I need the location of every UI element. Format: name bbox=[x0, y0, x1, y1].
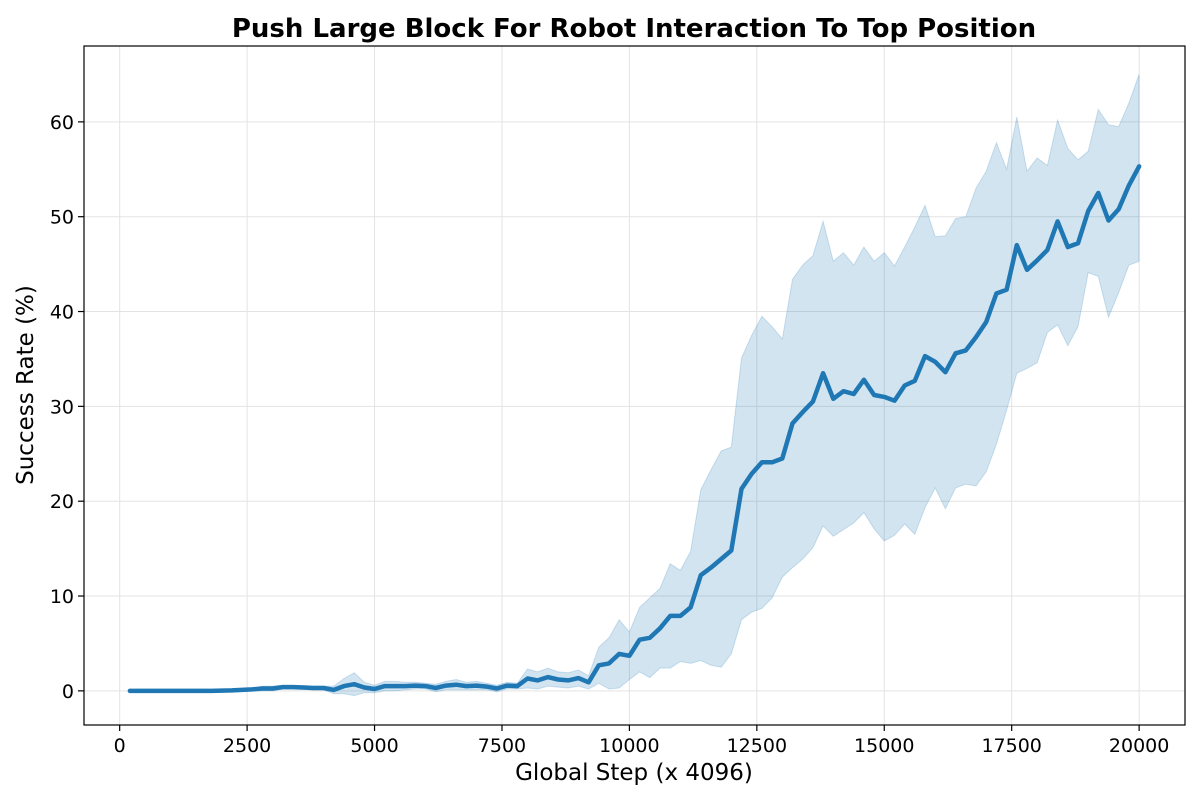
chart-title: Push Large Block For Robot Interaction T… bbox=[232, 14, 1036, 44]
x-tick-label: 2500 bbox=[223, 735, 271, 757]
series-line bbox=[127, 164, 1142, 694]
y-tick-label: 40 bbox=[50, 302, 74, 324]
grid bbox=[84, 46, 1185, 725]
y-tick-label: 60 bbox=[50, 112, 74, 134]
y-tick-label: 20 bbox=[50, 491, 74, 513]
x-tick-label: 7500 bbox=[478, 735, 526, 757]
y-axis-label: Success Rate (%) bbox=[13, 285, 39, 485]
y-tick-label: 10 bbox=[50, 586, 74, 608]
x-tick-label: 12500 bbox=[727, 735, 787, 757]
plot-frame bbox=[83, 45, 1186, 726]
x-tick-label: 0 bbox=[114, 735, 126, 757]
x-tick-label: 10000 bbox=[599, 735, 659, 757]
x-axis-label: Global Step (x 4096) bbox=[515, 760, 753, 786]
y-axis-ticks: 0 10 20 30 40 50 60 bbox=[50, 112, 84, 703]
y-tick-label: 30 bbox=[50, 396, 74, 418]
x-tick-label: 17500 bbox=[981, 735, 1041, 757]
mean-line bbox=[127, 164, 1142, 694]
x-tick-label: 20000 bbox=[1109, 735, 1169, 757]
x-tick-label: 15000 bbox=[854, 735, 914, 757]
x-axis-ticks: 0 2500 5000 7500 10000 12500 15000 17500 20000 bbox=[114, 725, 1169, 757]
y-tick-label: 50 bbox=[50, 207, 74, 229]
y-tick-label: 0 bbox=[62, 681, 74, 703]
x-tick-label: 5000 bbox=[350, 735, 398, 757]
